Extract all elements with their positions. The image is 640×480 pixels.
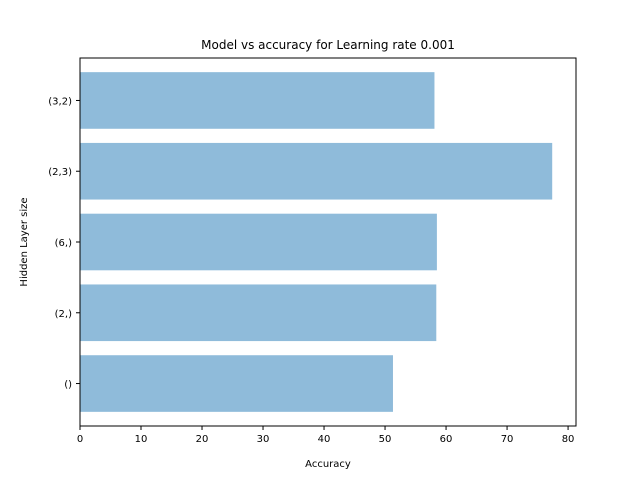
x-tick-label: 0 bbox=[77, 434, 83, 445]
bar-2 bbox=[80, 213, 437, 271]
x-tick-label: 40 bbox=[318, 434, 331, 445]
chart-title: Model vs accuracy for Learning rate 0.00… bbox=[201, 38, 455, 52]
y-axis-label: Hidden Layer size bbox=[19, 197, 30, 286]
y-tick-label: (6,) bbox=[55, 238, 72, 249]
y-axis-ticks: () (2,) (6,) (2,3) (3,2) bbox=[48, 96, 80, 391]
x-tick-label: 20 bbox=[196, 434, 209, 445]
x-tick-label: 70 bbox=[501, 434, 514, 445]
bar-4 bbox=[80, 72, 435, 129]
x-tick-label: 10 bbox=[135, 434, 148, 445]
y-tick-label: (3,2) bbox=[48, 96, 72, 107]
bar-0 bbox=[80, 355, 393, 412]
y-tick-label: () bbox=[64, 380, 72, 391]
x-axis-label: Accuracy bbox=[305, 459, 351, 470]
bar-1 bbox=[80, 284, 437, 342]
y-tick-label: (2,) bbox=[55, 309, 72, 320]
x-tick-label: 50 bbox=[379, 434, 392, 445]
y-tick-label: (2,3) bbox=[48, 167, 72, 178]
x-tick-label: 60 bbox=[440, 434, 453, 445]
x-tick-label: 30 bbox=[257, 434, 270, 445]
x-tick-label: 80 bbox=[562, 434, 575, 445]
x-axis-ticks: 0 10 20 30 40 50 60 70 80 bbox=[77, 426, 575, 445]
bars-group bbox=[80, 72, 553, 412]
bar-3 bbox=[80, 142, 553, 200]
